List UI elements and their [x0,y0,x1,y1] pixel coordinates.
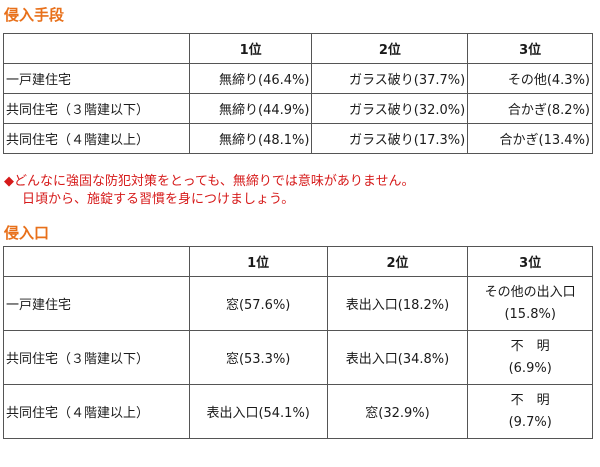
cell-value: (9.7%) [508,414,552,430]
section-title-entry-point: 侵入口 [4,224,50,242]
row-label: 一戸建住宅 [3,276,190,331]
diamond-bullet-icon: ◆ [4,174,14,189]
table-row: 共同住宅（４階建以上） 無締り(48.1%) ガラス破り(17.3%) 合かぎ(… [3,123,593,154]
table-cell: その他の出入口 (15.8%) [467,276,593,331]
table-cell: 合かぎ(13.4%) [467,123,593,154]
entry-point-table: 1位 2位 3位 一戸建住宅 窓(57.6%) 表出入口(18.2%) その他の… [3,246,593,439]
table-cell: ガラス破り(37.7%) [311,63,469,94]
table-row: 共同住宅（４階建以上） 表出入口(54.1%) 窓(32.9%) 不 明 (9.… [3,384,593,439]
row-label: 共同住宅（４階建以上） [3,123,190,154]
table-cell: 無締り(48.1%) [188,123,313,154]
header-cell [3,246,190,277]
cell-value: (15.8%) [504,306,556,322]
table-cell: 窓(53.3%) [188,330,328,385]
cell-label: 不 明 [510,338,550,354]
header-cell: 1位 [188,33,313,64]
header-cell [3,33,190,64]
row-label: 共同住宅（３階建以下） [3,93,190,124]
table-cell: 表出入口(54.1%) [188,384,328,439]
table-header-row: 1位 2位 3位 [3,246,593,277]
table-row: 共同住宅（３階建以下） 無締り(44.9%) ガラス破り(32.0%) 合かぎ(… [3,93,593,124]
cell-value: (6.9%) [508,360,552,376]
header-cell: 1位 [188,246,328,277]
row-label: 共同住宅（４階建以上） [3,384,190,439]
table-header-row: 1位 2位 3位 [3,33,593,64]
table-cell: 窓(57.6%) [188,276,328,331]
table-row: 共同住宅（３階建以下） 窓(53.3%) 表出入口(34.8%) 不 明 (6.… [3,330,593,385]
advice-note: ◆どんなに強固な防犯対策をとっても、無締りでは意味がありません。 日頃から、施錠… [4,173,415,209]
header-cell: 2位 [326,246,469,277]
table-cell: ガラス破り(17.3%) [311,123,469,154]
row-label: 共同住宅（３階建以下） [3,330,190,385]
note-line-1: どんなに強固な防犯対策をとっても、無締りでは意味がありません。 [14,174,415,189]
header-cell: 2位 [311,33,469,64]
table-cell: 不 明 (9.7%) [467,384,593,439]
table-cell: 合かぎ(8.2%) [467,93,593,124]
cell-label: 不 明 [510,392,550,408]
cell-label: その他の出入口 [484,284,576,300]
table-cell: その他(4.3%) [467,63,593,94]
table-cell: 不 明 (6.9%) [467,330,593,385]
table-cell: 無締り(46.4%) [188,63,313,94]
table-cell: 表出入口(34.8%) [326,330,469,385]
section-title-intrusion-method: 侵入手段 [4,6,65,24]
table-cell: 窓(32.9%) [326,384,469,439]
table-row: 一戸建住宅 無締り(46.4%) ガラス破り(37.7%) その他(4.3%) [3,63,593,94]
header-cell: 3位 [467,33,593,64]
note-line-2: 日頃から、施錠する習慣を身につけましょう。 [22,192,295,207]
table-cell: ガラス破り(32.0%) [311,93,469,124]
intrusion-method-table: 1位 2位 3位 一戸建住宅 無締り(46.4%) ガラス破り(37.7%) そ… [3,33,593,154]
row-label: 一戸建住宅 [3,63,190,94]
table-row: 一戸建住宅 窓(57.6%) 表出入口(18.2%) その他の出入口 (15.8… [3,276,593,331]
table-cell: 表出入口(18.2%) [326,276,469,331]
table-cell: 無締り(44.9%) [188,93,313,124]
header-cell: 3位 [467,246,593,277]
